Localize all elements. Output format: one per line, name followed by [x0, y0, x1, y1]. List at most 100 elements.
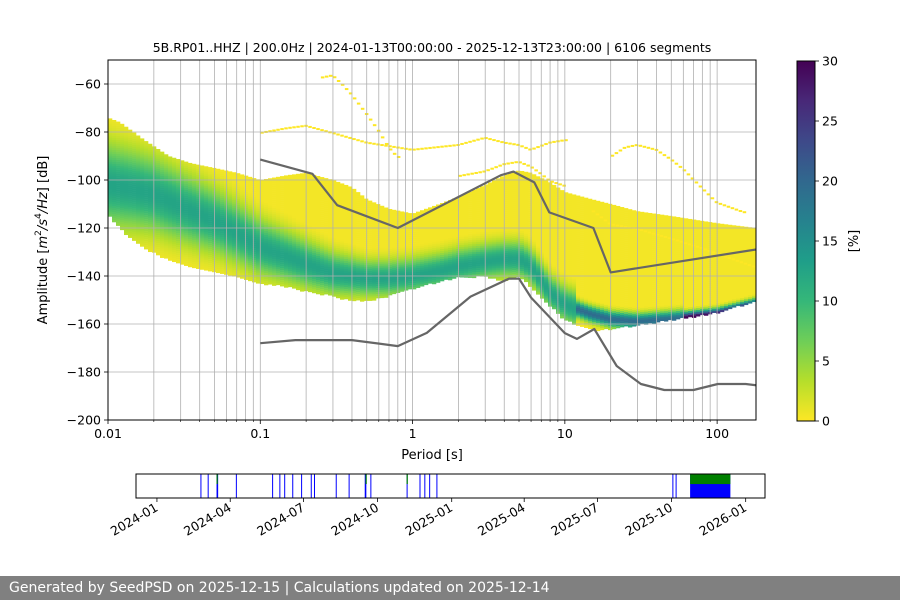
heatmap-cell [496, 256, 500, 258]
heatmap-cell [308, 282, 312, 284]
heatmap-cell [268, 206, 272, 208]
heatmap-cell [480, 268, 484, 270]
heatmap-cell [328, 185, 332, 187]
heatmap-cell [252, 232, 256, 234]
heatmap-cell [352, 299, 356, 301]
heatmap-cell [320, 253, 324, 255]
heatmap-cell [424, 253, 428, 255]
heatmap-cell [124, 129, 128, 131]
heatmap-cell [128, 234, 132, 236]
heatmap-cell [296, 220, 300, 222]
heatmap-cell [176, 223, 180, 225]
heatmap-cell [168, 198, 172, 200]
heatmap-cell [500, 270, 504, 272]
heatmap-cell [464, 257, 468, 259]
heatmap-cell [124, 137, 128, 139]
heatmap-cell [264, 197, 268, 199]
heatmap-cell [160, 244, 164, 246]
heatmap-cell [216, 181, 220, 183]
heatmap-cell [220, 174, 224, 176]
heatmap-cell [476, 232, 480, 234]
heatmap-cell [184, 202, 188, 204]
heatmap-cell [264, 191, 268, 193]
heatmap-cell [228, 209, 232, 211]
heatmap-cell [176, 199, 180, 201]
heatmap-cell [116, 152, 120, 154]
heatmap-cell [376, 294, 380, 296]
heatmap-cell [296, 174, 300, 176]
heatmap-cell [192, 220, 196, 222]
heatmap-cell [376, 234, 380, 236]
heatmap-cell [112, 172, 116, 174]
heatmap-cell [452, 208, 456, 210]
heatmap-cell [172, 212, 176, 214]
heatmap-cell [440, 245, 444, 247]
heatmap-cell [160, 184, 164, 186]
heatmap-cell [308, 200, 312, 202]
heatmap-cell [136, 177, 140, 179]
heatmap-cell [320, 287, 324, 289]
heatmap-cell [248, 189, 252, 191]
heatmap-cell [280, 276, 284, 278]
heatmap-cell [240, 244, 244, 246]
heatmap-cell [312, 189, 316, 191]
heatmap-cell [176, 175, 180, 177]
heatmap-cell [308, 288, 312, 290]
heatmap-cell [344, 285, 348, 287]
heatmap-cell [200, 207, 204, 209]
heatmap-cell [452, 246, 456, 248]
heatmap-cell [292, 248, 296, 250]
heatmap-cell [116, 212, 120, 214]
heatmap-cell [312, 237, 316, 239]
heatmap-cell [192, 174, 196, 176]
heatmap-cell [140, 234, 144, 236]
heatmap-cell [448, 248, 452, 250]
heatmap-cell [240, 198, 244, 200]
heatmap-cell [444, 237, 448, 239]
heatmap-cell [140, 150, 144, 152]
heatmap-cell [284, 205, 288, 207]
heatmap-cell [344, 265, 348, 267]
heatmap-cell [300, 173, 304, 175]
heatmap-cell [136, 219, 140, 221]
heatmap-cell [384, 214, 388, 216]
heatmap-cell [172, 234, 176, 236]
heatmap-cell [172, 168, 176, 170]
heatmap-cell [496, 232, 500, 234]
heatmap-cell [312, 203, 316, 205]
heatmap-cell [248, 257, 252, 259]
heatmap-cell [232, 190, 236, 192]
heatmap-cell [428, 267, 432, 269]
heatmap-cell [108, 198, 112, 200]
heatmap-cell [444, 219, 448, 221]
heatmap-cell [464, 217, 468, 219]
heatmap-cell [364, 223, 368, 225]
heatmap-cell [148, 240, 152, 242]
heatmap-cell [468, 200, 472, 202]
heatmap-cell [324, 246, 328, 248]
heatmap-cell [284, 181, 288, 183]
heatmap-cell [160, 248, 164, 250]
heatmap-cell [316, 278, 320, 280]
heatmap-cell [288, 189, 292, 191]
heatmap-cell [448, 266, 452, 268]
heatmap-cell [228, 261, 232, 263]
heatmap-cell [472, 212, 476, 214]
heatmap-cell [312, 289, 316, 291]
heatmap-cell [316, 266, 320, 268]
heatmap-cell [268, 180, 272, 182]
heatmap-cell [392, 258, 396, 260]
heatmap-cell [476, 272, 480, 274]
heatmap-cell [316, 270, 320, 272]
heatmap-cell [496, 240, 500, 242]
heatmap-cell [116, 224, 120, 226]
heatmap-cell [472, 242, 476, 244]
heatmap-cell [128, 204, 132, 206]
heatmap-cell [112, 156, 116, 158]
heatmap-cell [124, 151, 128, 153]
heatmap-cell [340, 273, 344, 275]
heatmap-cell [316, 220, 320, 222]
heatmap-cell [352, 283, 356, 285]
heatmap-cell [460, 203, 464, 205]
heatmap-cell [188, 261, 192, 263]
